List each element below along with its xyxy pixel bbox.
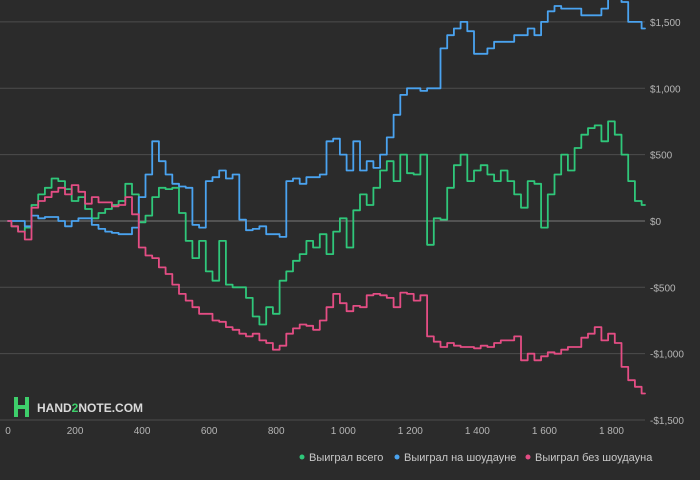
hand2note-logo: HAND2NOTE.COM — [14, 397, 143, 417]
series-layer — [7, 0, 646, 395]
watermark-brand-pre: HAND — [37, 401, 72, 415]
x-tick-label: 600 — [201, 426, 218, 437]
legend-dot-showdown — [394, 454, 400, 460]
x-tick-label: 1 400 — [465, 426, 490, 437]
series-line-1 — [7, 0, 646, 238]
watermark-brand-num: 2 — [72, 401, 79, 415]
hand2note-logo-mark-bar — [18, 405, 25, 409]
watermark-brand-post: NOTE.COM — [78, 401, 143, 415]
y-tick-label: -$1,500 — [650, 416, 684, 427]
series-line-0 — [7, 120, 646, 326]
grid-layer — [0, 21, 645, 421]
legend-label-non-showdown: Выиграл без шоудауна — [535, 452, 653, 464]
x-tick-label: 0 — [5, 426, 11, 437]
series-line-2 — [7, 184, 646, 395]
legend: Выиграл всего Выиграл на шоудауне Выигра… — [299, 452, 654, 464]
legend-dot-total — [299, 454, 305, 460]
y-axis-tick-labels: $1,500 $1,000 $500 $0 -$500 -$1,000 -$1,500 — [650, 18, 684, 427]
x-tick-label: 800 — [268, 426, 285, 437]
x-tick-label: 400 — [134, 426, 151, 437]
x-tick-label: 1 600 — [532, 426, 557, 437]
legend-label-showdown: Выиграл на шоудауне — [404, 452, 516, 464]
hand2note-logo-mark-right — [25, 397, 29, 417]
legend-dot-non-showdown — [525, 454, 531, 460]
y-tick-label: -$1,000 — [650, 350, 684, 361]
y-tick-label: $1,000 — [650, 84, 681, 95]
hand2note-logo-mark — [14, 397, 18, 417]
y-tick-label: -$500 — [650, 283, 676, 294]
y-tick-label: $0 — [650, 217, 662, 228]
watermark-brand: HAND2NOTE.COM — [37, 401, 143, 415]
x-tick-label: 1 200 — [398, 426, 423, 437]
x-tick-label: 200 — [67, 426, 84, 437]
y-tick-label: $1,500 — [650, 18, 681, 29]
legend-label-total: Выиграл всего — [309, 452, 383, 464]
x-axis-tick-labels: 0 200 400 600 800 1 000 1 200 1 400 1 600 1 800 — [5, 426, 624, 437]
legend-item-non-showdown[interactable]: Выиграл без шоудауна — [525, 452, 654, 464]
x-tick-label: 1 000 — [331, 426, 356, 437]
legend-item-total[interactable]: Выиграл всего — [299, 452, 384, 464]
legend-item-showdown[interactable]: Выиграл на шоудауне — [394, 452, 517, 464]
x-tick-label: 1 800 — [599, 426, 624, 437]
y-tick-label: $500 — [650, 151, 673, 162]
